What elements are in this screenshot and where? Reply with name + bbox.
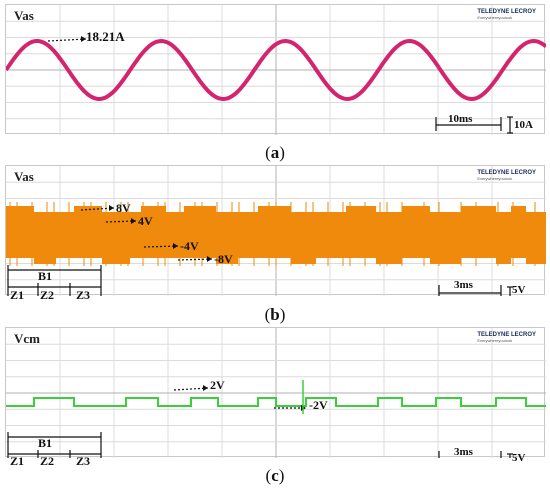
voltage-trace-high xyxy=(6,206,34,226)
current-trace xyxy=(6,38,546,102)
arrow-head xyxy=(173,243,178,249)
annotation-arrow xyxy=(80,207,115,211)
brand-tagline: Everywhereyoulook xyxy=(477,15,513,20)
level-annotation-neg8v: -8V xyxy=(214,252,233,266)
voltage-trace-low xyxy=(496,246,511,264)
arrow-head xyxy=(81,36,86,42)
time-scale-label: 3ms xyxy=(454,446,473,458)
time-scale-label: 10ms xyxy=(448,113,473,125)
annotation-arrow xyxy=(177,258,213,261)
voltage-trace-high xyxy=(461,206,496,226)
voltage-trace-low xyxy=(526,246,546,264)
annotation-arrow xyxy=(173,387,209,391)
zone-label: Z3 xyxy=(76,288,91,302)
caption-c: (c) xyxy=(265,466,285,485)
voltage-trace-low xyxy=(34,246,56,264)
brand-logo: TELEDYNE LECROY Everywhereyoulook xyxy=(477,9,536,21)
brand-name: TELEDYNE LECROY xyxy=(477,9,536,15)
voltage-trace-low xyxy=(102,246,130,264)
scope-panel-c: Vcm TELEDYNE LECROY Everywhereyoulook 2V… xyxy=(5,327,546,468)
voltage-trace-low xyxy=(430,246,461,264)
channel-label: Vas xyxy=(14,8,34,23)
level-annotation-2v: 2V xyxy=(210,378,225,392)
arrow-head xyxy=(109,205,114,211)
arrow-head xyxy=(131,218,136,224)
amp-scale-label: 5V xyxy=(512,284,526,296)
annotation-arrow xyxy=(143,245,179,248)
channel-label: Vcm xyxy=(14,331,40,346)
zone-label: Z1 xyxy=(10,288,25,302)
zone-label: Z3 xyxy=(76,454,91,468)
brand-tagline: Everywhereyoulook xyxy=(477,176,513,181)
arrow-head xyxy=(207,256,212,262)
voltage-trace-low xyxy=(291,246,316,264)
brand-tagline: Everywhereyoulook xyxy=(477,338,513,343)
voltage-trace-high xyxy=(184,206,216,226)
level-annotation-8v: 8V xyxy=(116,201,131,215)
block-label: B1 xyxy=(38,269,53,283)
brand-name: TELEDYNE LECROY xyxy=(477,332,536,338)
voltage-trace-high xyxy=(511,206,526,226)
time-scale-label: 3ms xyxy=(454,279,473,291)
scope-panel-a: Vas TELEDYNE LECROY Everywhereyoulook 18… xyxy=(5,4,546,135)
caption-a: (a) xyxy=(265,143,285,162)
zone-label: Z2 xyxy=(40,288,55,302)
voltage-trace-high xyxy=(258,206,291,226)
voltage-trace-high xyxy=(346,206,376,226)
level-annotation-neg2v: -2V xyxy=(309,398,328,412)
brand-logo: TELEDYNE LECROY Everywhereyoulook xyxy=(477,332,536,344)
zone-label: Z1 xyxy=(10,454,25,468)
amp-scale-label: 10A xyxy=(514,119,533,131)
scope-grid-c xyxy=(6,328,546,458)
caption-b: (b) xyxy=(264,305,286,324)
brand-name: TELEDYNE LECROY xyxy=(477,170,536,176)
block-label: B1 xyxy=(38,436,53,450)
voltage-trace-high xyxy=(74,206,102,226)
voltage-trace-high xyxy=(402,206,430,226)
zone-label: Z2 xyxy=(40,454,55,468)
scope-grid-b xyxy=(6,166,546,296)
amp-scale-label: 5V xyxy=(512,452,526,464)
scope-grid-a xyxy=(6,5,546,135)
peak-annotation: 18.21A xyxy=(86,29,125,44)
level-annotation-neg4v: -4V xyxy=(180,239,199,253)
voltage-trace-low xyxy=(376,246,402,264)
annotation-arrow xyxy=(47,38,87,42)
voltage-trace-high xyxy=(141,206,166,226)
brand-logo: TELEDYNE LECROY Everywhereyoulook xyxy=(477,170,536,182)
arrow-head xyxy=(203,385,208,391)
scope-panel-b: Vas TELEDYNE LECROY Everywhereyoulook 8V… xyxy=(5,165,546,302)
channel-label: Vas xyxy=(14,169,34,184)
level-annotation-4v: 4V xyxy=(138,214,153,228)
cm-voltage-trace xyxy=(6,397,546,407)
